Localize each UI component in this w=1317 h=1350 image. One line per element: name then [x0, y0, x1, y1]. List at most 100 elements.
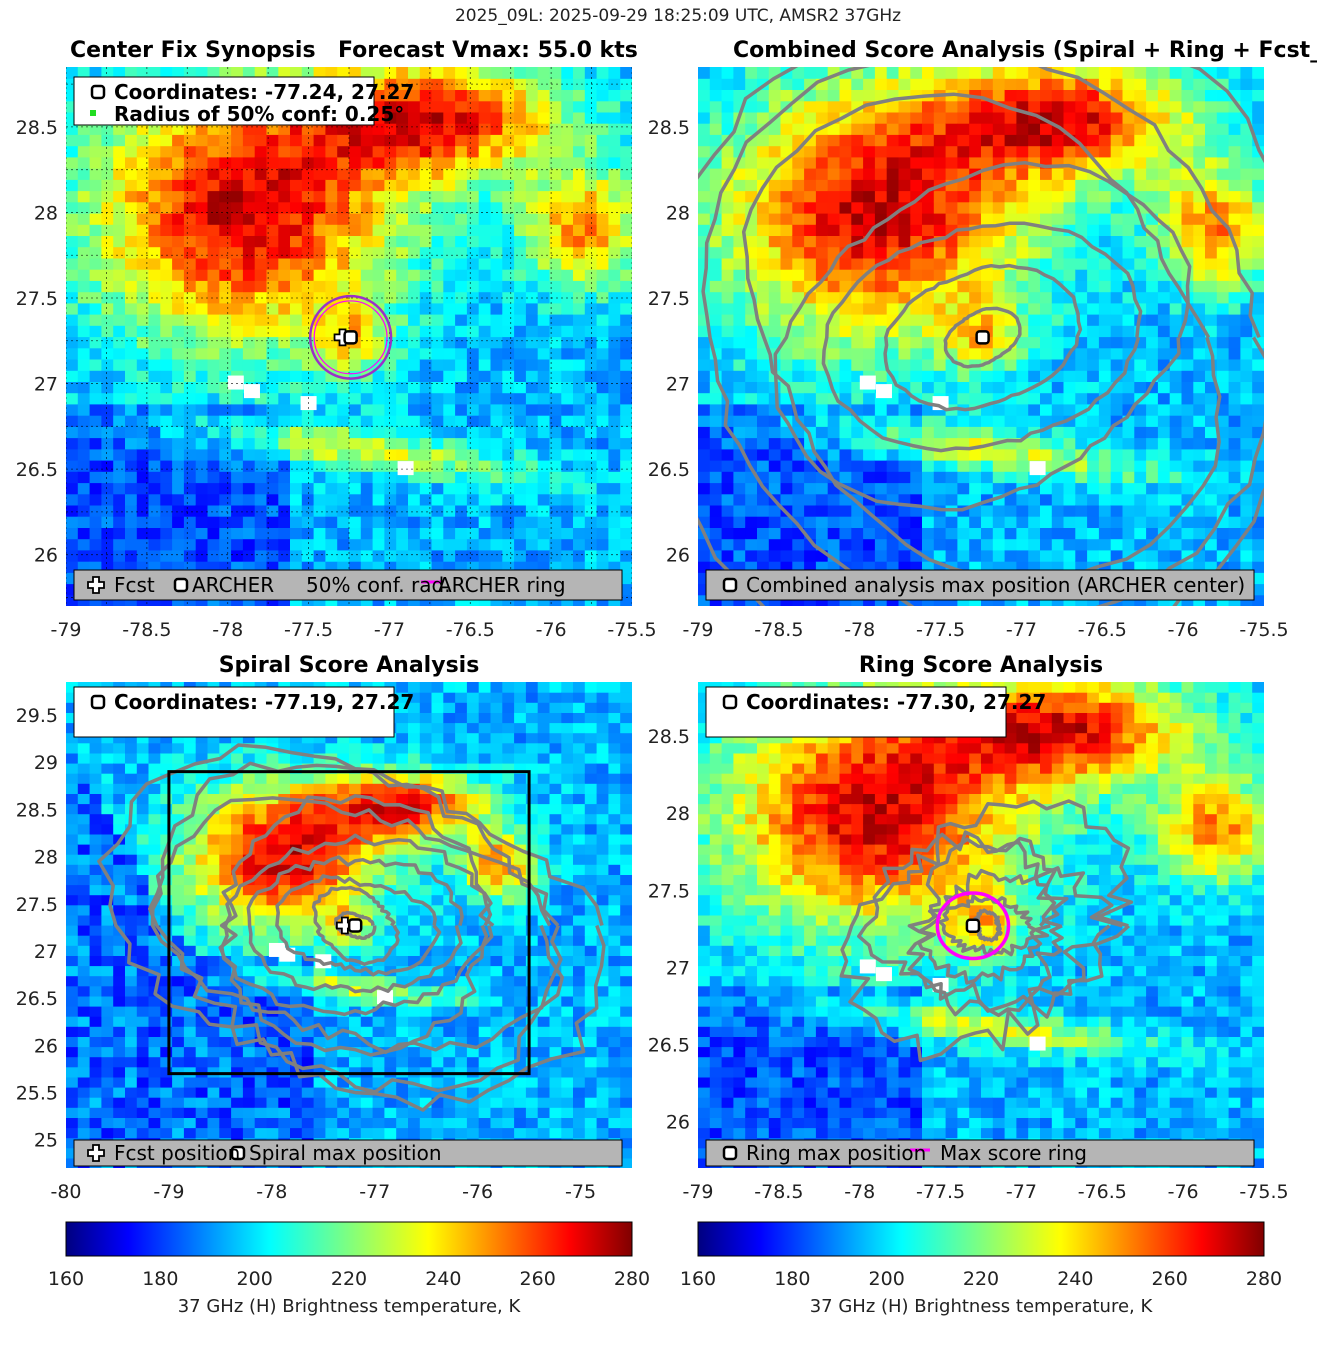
heatmap-cell — [160, 381, 173, 394]
heatmap-cell — [1157, 426, 1171, 439]
heatmap-cell — [490, 504, 503, 517]
heatmap-cell — [242, 460, 256, 472]
heatmap-cell — [1146, 235, 1159, 248]
heatmap-cell — [372, 538, 385, 551]
heatmap-cell — [886, 179, 900, 192]
heatmap-cell — [525, 89, 539, 102]
heatmap-cell — [419, 471, 433, 484]
heatmap-cell — [1110, 516, 1124, 528]
heatmap-cell — [514, 549, 527, 562]
heatmap-cell — [337, 516, 350, 528]
heatmap-cell — [1098, 392, 1112, 405]
heatmap-cell — [278, 224, 291, 236]
heatmap-cell — [113, 134, 126, 147]
heatmap-cell — [1063, 314, 1076, 326]
heatmap-cell — [768, 336, 782, 349]
heatmap-cell — [313, 123, 326, 135]
heatmap-cell — [301, 561, 315, 573]
heatmap-cell — [101, 370, 114, 382]
heatmap-cell — [77, 359, 91, 371]
heatmap-cell — [874, 538, 888, 551]
heatmap-cell — [561, 314, 574, 326]
heatmap-cell — [278, 280, 291, 293]
heatmap-cell — [266, 168, 279, 180]
heatmap-cell — [549, 156, 562, 169]
heatmap-cell — [77, 190, 91, 203]
heatmap-cell — [1075, 78, 1088, 90]
heatmap-cell — [608, 460, 621, 472]
heatmap-cell — [1181, 516, 1194, 528]
heatmap-cell — [969, 538, 982, 551]
heatmap-cell — [549, 549, 562, 562]
heatmap-cell — [1181, 437, 1194, 450]
heatmap-cell — [254, 134, 268, 147]
heatmap-cell — [1016, 549, 1029, 562]
heatmap-cell — [514, 370, 527, 382]
heatmap-cell — [1028, 504, 1041, 517]
heatmap-cell — [396, 415, 409, 427]
heatmap-cell — [466, 269, 480, 281]
heatmap-cell — [408, 493, 421, 506]
heatmap-cell — [443, 392, 456, 405]
heatmap-cell — [698, 594, 711, 606]
heatmap-cell — [721, 269, 734, 281]
heatmap-cell — [301, 426, 315, 439]
heatmap-cell — [1004, 460, 1017, 472]
heatmap-cell — [266, 403, 279, 416]
heatmap-cell — [745, 246, 758, 259]
heatmap-cell — [804, 280, 817, 293]
heatmap-cell — [1216, 123, 1230, 135]
heatmap-cell — [66, 314, 79, 326]
heatmap-cell — [125, 1056, 138, 1068]
heatmap-cell — [66, 190, 79, 203]
heatmap-cell — [443, 493, 456, 506]
heatmap-cell — [148, 246, 161, 259]
heatmap-cell — [608, 504, 621, 517]
heatmap-cell — [490, 179, 503, 192]
x-tick-label: -77.5 — [916, 619, 965, 641]
heatmap-cell — [183, 504, 197, 517]
heatmap-cell — [396, 359, 409, 371]
heatmap-cell — [219, 504, 232, 517]
heatmap-cell — [537, 302, 551, 315]
heatmap-cell — [549, 471, 562, 484]
heatmap-cell — [874, 415, 888, 427]
heatmap-cell — [290, 291, 303, 304]
heatmap-cell — [1063, 156, 1076, 169]
heatmap-cell — [1051, 549, 1065, 562]
heatmap-cell — [313, 134, 326, 147]
heatmap-cell — [266, 460, 279, 472]
heatmap-cell — [396, 493, 409, 506]
heatmap-cell — [101, 1006, 114, 1017]
heatmap-cell — [183, 145, 197, 158]
heatmap-cell — [898, 156, 911, 169]
heatmap-cell — [89, 945, 102, 956]
heatmap-cell — [408, 145, 421, 158]
heatmap-cell — [1004, 168, 1017, 180]
heatmap-cell — [1157, 67, 1171, 79]
heatmap-cell — [910, 156, 923, 169]
heatmap-cell — [1252, 78, 1264, 90]
heatmap-cell — [1181, 493, 1194, 506]
heatmap-cell — [1098, 100, 1112, 113]
heatmap-cell — [514, 527, 527, 540]
heatmap-cell — [525, 482, 539, 495]
heatmap-cell — [525, 280, 539, 293]
heatmap-cell — [815, 224, 829, 236]
heatmap-cell — [349, 179, 362, 192]
heatmap-cell — [596, 549, 609, 562]
heatmap-cell — [1122, 123, 1135, 135]
heatmap-cell — [1134, 471, 1147, 484]
heatmap-cell — [933, 257, 947, 270]
heatmap-cell — [502, 504, 515, 517]
heatmap-cell — [455, 111, 468, 124]
heatmap-cell — [757, 381, 770, 394]
heatmap-cell — [183, 123, 197, 135]
heatmap-cell — [1098, 190, 1112, 203]
heatmap-cell — [922, 123, 935, 135]
heatmap-cell — [1146, 78, 1159, 90]
heatmap-cell — [195, 246, 209, 259]
heatmap-cell — [525, 314, 539, 326]
heatmap-cell — [419, 437, 433, 450]
heatmap-cell — [254, 437, 268, 450]
